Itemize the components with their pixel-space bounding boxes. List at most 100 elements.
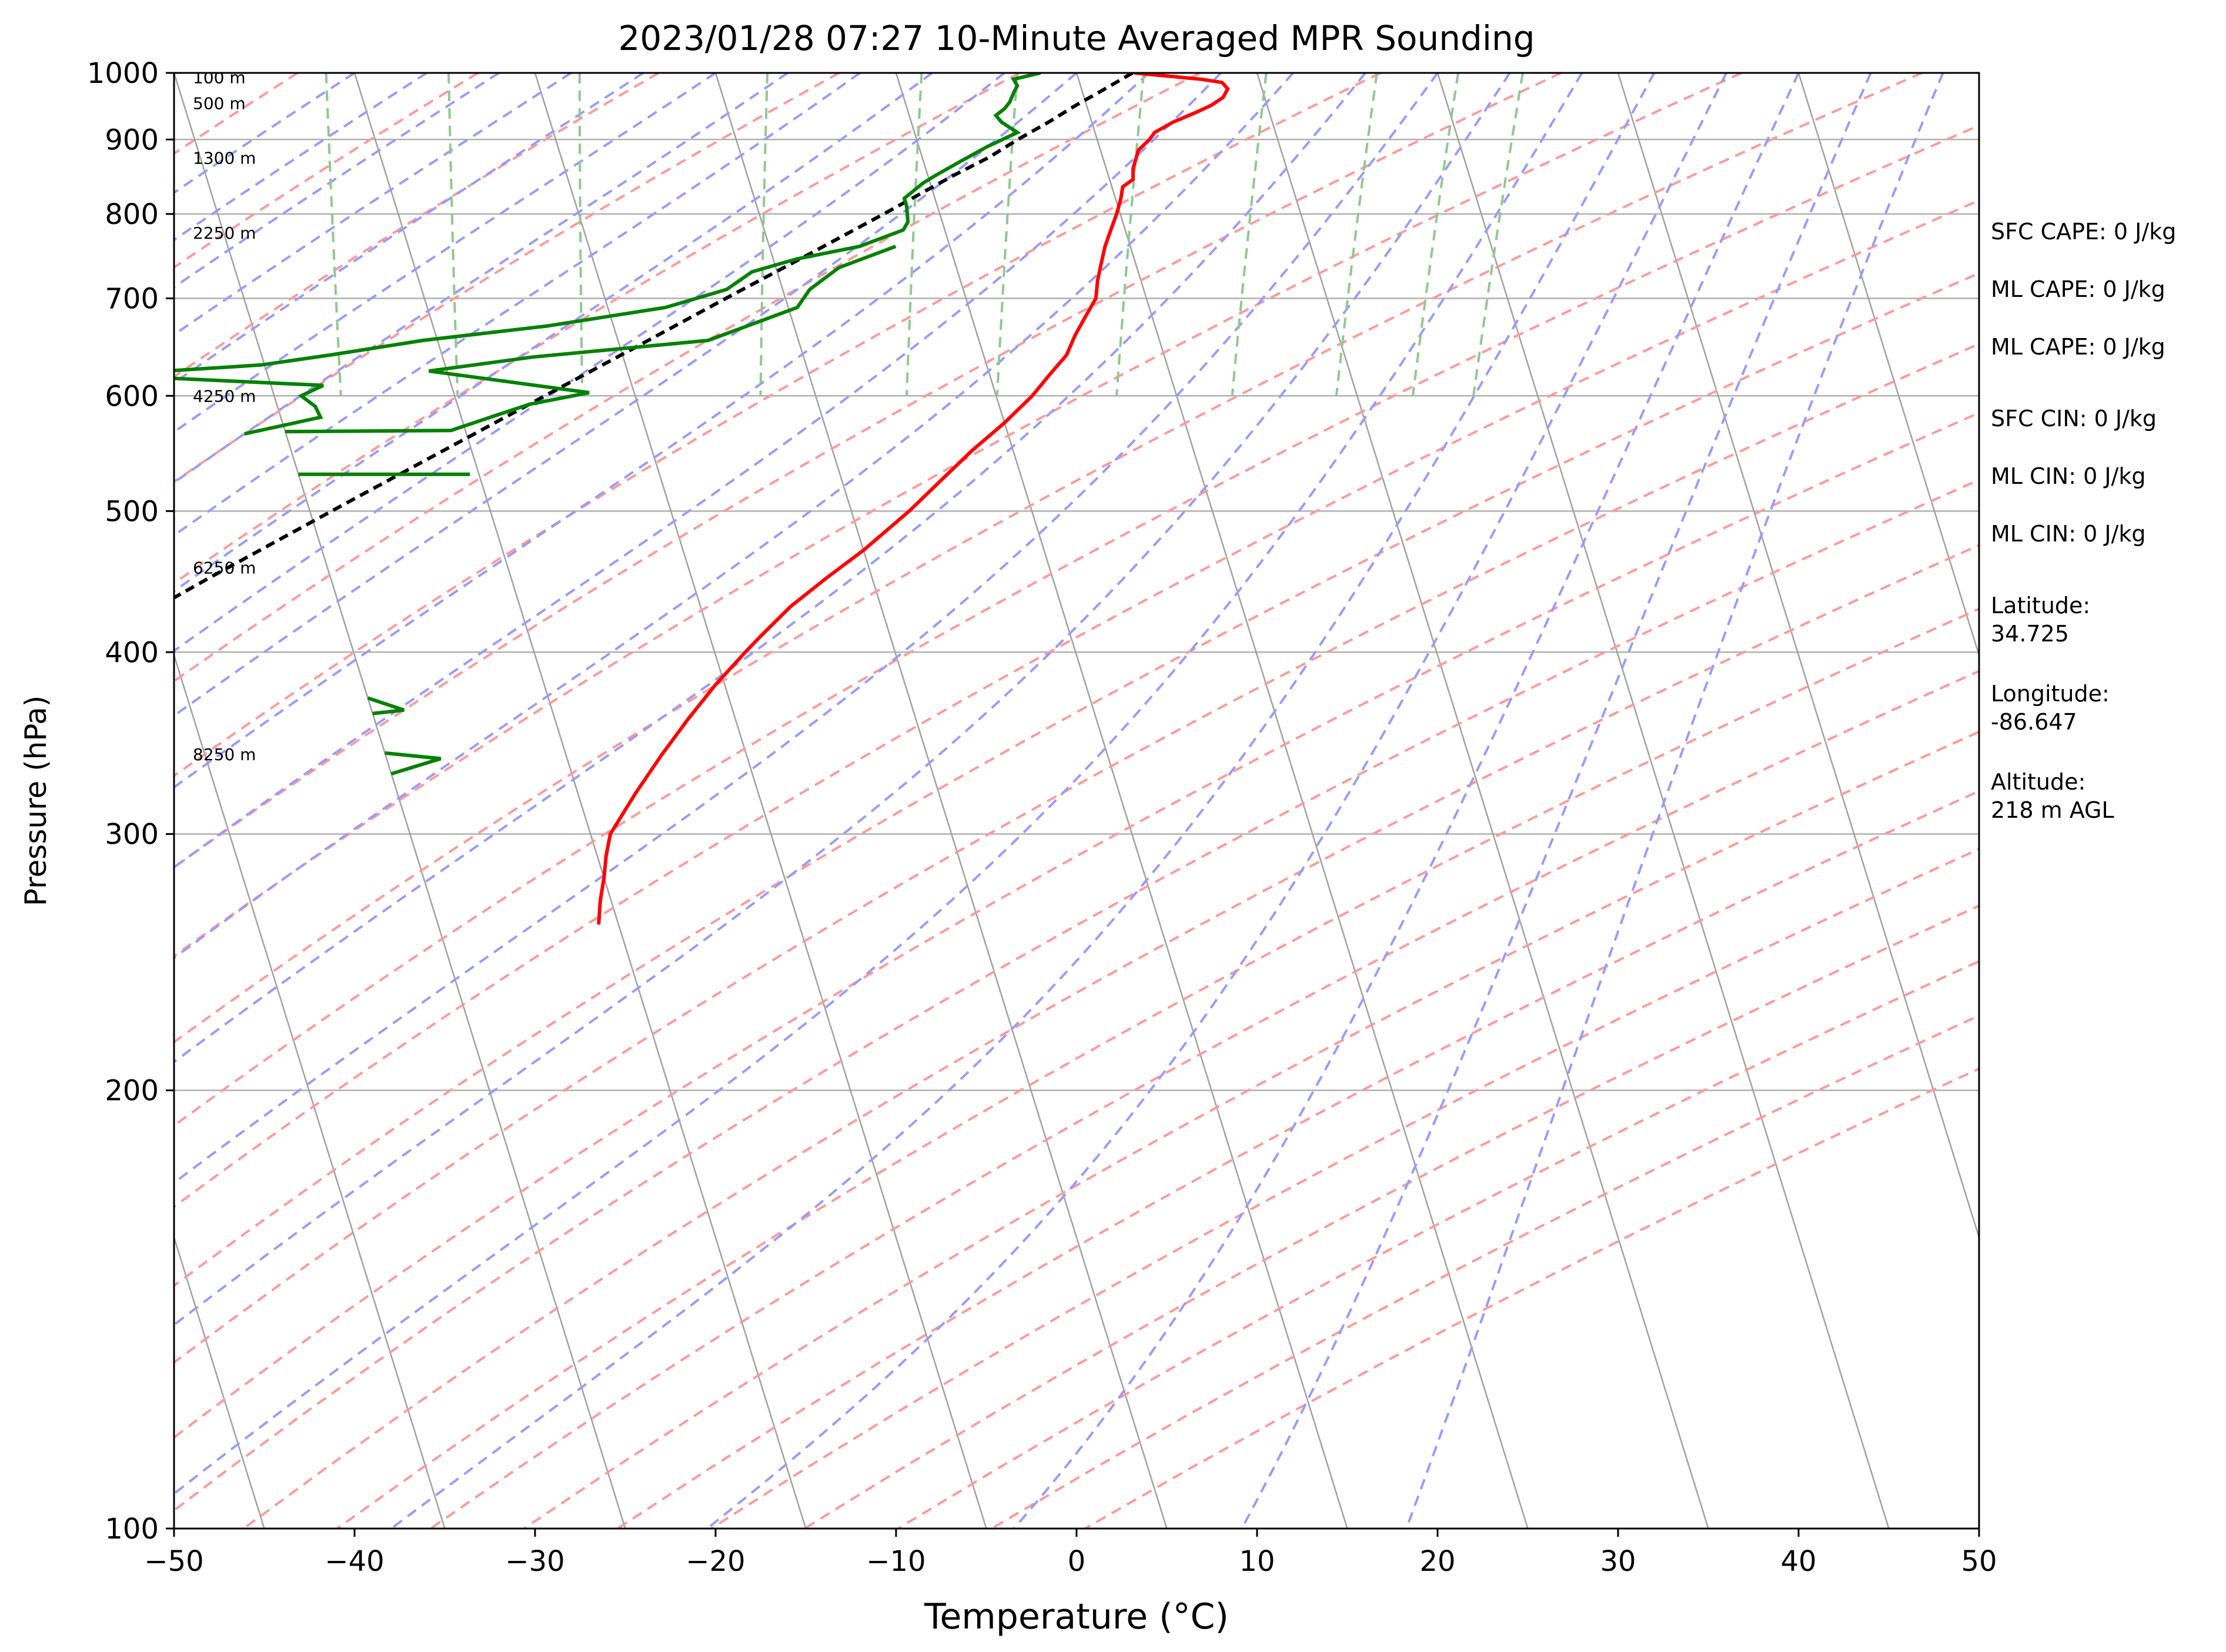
moist-adiabat-line [174, 73, 1583, 1496]
plot-frame [173, 72, 1980, 1530]
dry-adiabat-line [174, 73, 1923, 1044]
axes: −50 −40 −30 −20 −10 0 10 20 30 40 50 100 200 300 400 50… [87, 57, 1997, 1578]
ml-cape-text: ML CAPE: 0 J/kg [1991, 276, 2165, 302]
x-tick-label: −40 [325, 1545, 384, 1578]
isotherm-line [1617, 73, 1979, 1240]
x-tick-label: −20 [686, 1545, 745, 1578]
height-label: 1300 m [193, 148, 256, 168]
data-lines: 8250 m 6250 m 4250 m 2250 m 1300 m 500 m 100 m [174, 68, 1230, 925]
moist-adiabat-line [174, 73, 1005, 653]
y-tick-label: 400 [105, 636, 159, 669]
height-label: 500 m [193, 94, 246, 113]
y-tick-label: 200 [105, 1075, 159, 1108]
dry-adiabat-line [710, 848, 1979, 1529]
altitude-text: Altitude: 218 m AGL [1991, 769, 2114, 823]
parcel-profile-line [174, 73, 1134, 600]
dry-adiabat-line [617, 790, 1979, 1529]
x-tick-label: 40 [1780, 1545, 1816, 1578]
ml-cape-text: ML CAPE: 0 J/kg [1991, 334, 2165, 360]
isotherm-line [714, 73, 1168, 1529]
background-lines [174, 73, 1979, 1529]
dry-adiabat-line [804, 904, 1979, 1529]
moist-adiabat-line [174, 73, 933, 593]
longitude-text: Longitude: -86.647 [1991, 681, 2110, 735]
moist-adiabat-line [174, 73, 1294, 959]
temperature-line [597, 73, 1230, 925]
sfc-cape-text: SFC CAPE: 0 J/kg [1991, 219, 2177, 245]
y-tick-label: 500 [105, 495, 159, 528]
mixing-ratio-line [447, 73, 459, 396]
isotherm-line [353, 73, 807, 1529]
moist-adiabat-line [174, 73, 1439, 1185]
dry-adiabat-line [174, 73, 1201, 683]
mixing-ratio-line [1335, 73, 1378, 396]
mixing-ratio-line [995, 73, 1019, 396]
x-tick-label: −50 [144, 1545, 203, 1578]
moist-adiabat-line [174, 73, 572, 336]
moist-adiabat-line [174, 73, 1150, 789]
wind-barb [385, 751, 442, 776]
sfc-cin-text: SFC CIN: 0 J/kg [1991, 406, 2157, 432]
height-label: 4250 m [193, 387, 256, 406]
dry-adiabat-line [174, 479, 1979, 1512]
mixing-ratio-line [578, 73, 584, 396]
moist-adiabat-line [174, 73, 356, 195]
dry-adiabat-line [174, 73, 840, 484]
dry-adiabat-line [336, 607, 1979, 1529]
isotherm-line [1797, 73, 1979, 658]
dry-adiabat-line [174, 199, 1979, 1209]
dry-adiabat-line [174, 342, 1979, 1365]
y-tick-label: 1000 [87, 57, 159, 90]
dry-adiabat-line [174, 73, 660, 379]
dry-adiabat-line [174, 73, 1021, 585]
ml-cin-text: ML CIN: 0 J/kg [1991, 463, 2146, 489]
dry-adiabat-line [523, 730, 1979, 1529]
x-tick-label: −10 [866, 1545, 925, 1578]
dry-adiabat-line [174, 73, 1562, 869]
moist-adiabat-line [390, 73, 1656, 1529]
moist-adiabat-line [1241, 73, 1872, 1529]
mixing-ratio-line [759, 73, 769, 396]
moist-adiabat-line [174, 73, 861, 537]
moist-adiabat-line [174, 73, 1366, 1064]
moist-adiabat-line [174, 73, 788, 484]
latitude-text: Latitude: 34.725 [1991, 593, 2091, 647]
moist-adiabat-line [174, 73, 1511, 1327]
dry-adiabat-line [174, 73, 1382, 778]
dry-adiabat-line [174, 73, 479, 269]
dry-adiabat-line [174, 412, 1979, 1439]
moist-adiabat-line [1013, 73, 1800, 1529]
y-tick-label: 700 [105, 283, 159, 316]
isotherm-line [1075, 73, 1529, 1529]
dry-adiabat-line [174, 272, 1979, 1288]
moist-adiabat-line [174, 73, 1078, 717]
mixing-ratio-line [1472, 73, 1524, 396]
dry-adiabat-line [174, 124, 1979, 1128]
y-tick-label: 600 [105, 380, 159, 413]
mixing-ratio-line [905, 73, 923, 396]
x-tick-label: 20 [1419, 1545, 1455, 1578]
x-tick-label: 0 [1068, 1545, 1086, 1578]
y-tick-label: 100 [105, 1513, 159, 1546]
height-label: 100 m [193, 68, 246, 87]
chart-title: 2023/01/28 07:27 10-Minute Averaged MPR … [618, 18, 1535, 58]
mixing-ratio-line [1115, 73, 1145, 396]
wind-barb [285, 245, 897, 434]
y-tick-label: 300 [105, 818, 159, 851]
y-tick-label: 800 [105, 198, 159, 231]
isotherm-line [1436, 73, 1890, 1529]
moist-adiabat-line [706, 73, 1727, 1529]
y-tick-label: 900 [105, 123, 159, 156]
ml-cin-text: ML CIN: 0 J/kg [1991, 521, 2146, 547]
x-tick-label: 50 [1961, 1545, 1997, 1578]
wind-barb [367, 696, 405, 715]
y-axis-label: Pressure (hPa) [19, 695, 53, 907]
moist-adiabat-line [1405, 73, 1944, 1529]
dry-adiabat-line [243, 544, 1979, 1529]
isotherm-line [174, 1235, 265, 1529]
isotherm-line [174, 73, 626, 1529]
isotherm-line [1256, 73, 1709, 1529]
dewpoint-line [174, 73, 1041, 436]
x-tick-label: 30 [1600, 1545, 1636, 1578]
